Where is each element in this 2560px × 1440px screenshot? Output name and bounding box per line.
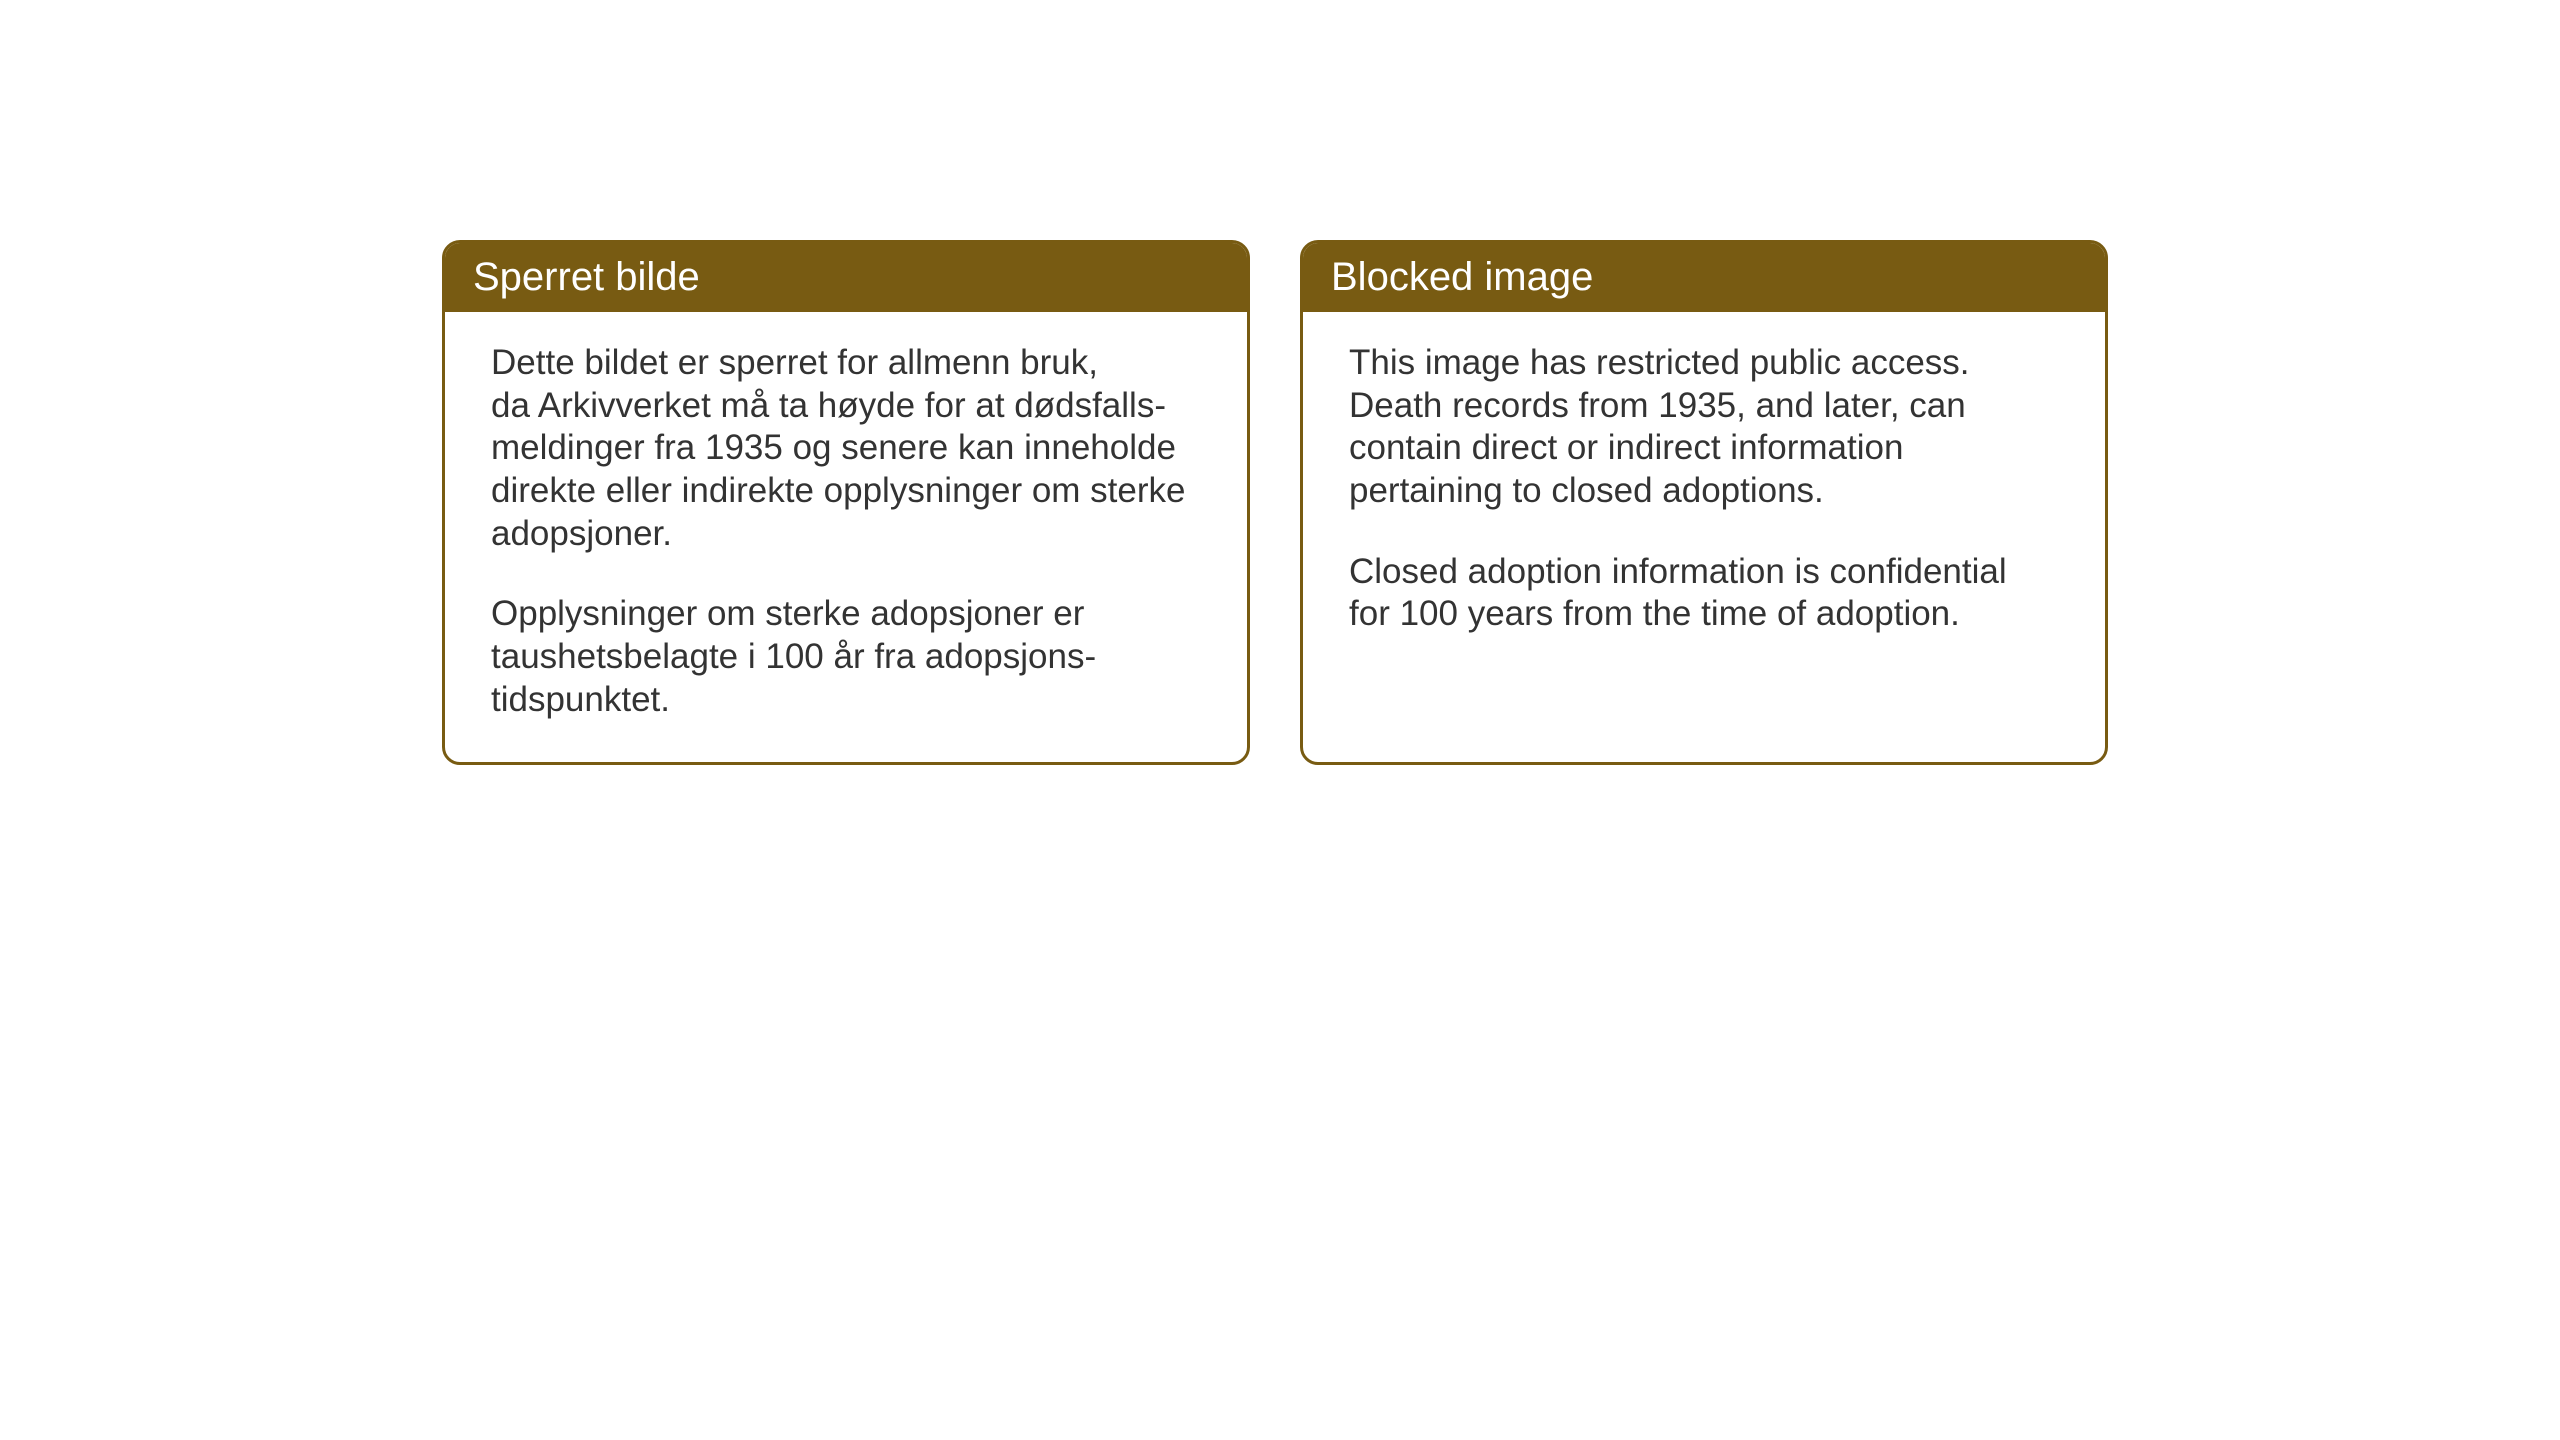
card-header-norwegian: Sperret bilde [445, 243, 1247, 312]
text-line: direkte eller indirekte opplysninger om … [491, 471, 1186, 510]
text-line: meldinger fra 1935 og senere kan innehol… [491, 428, 1176, 467]
text-line: Opplysninger om sterke adopsjoner er [491, 594, 1084, 633]
paragraph-2-english: Closed adoption information is confident… [1349, 551, 2059, 636]
text-line: tidspunktet. [491, 680, 670, 719]
text-line: taushetsbelagte i 100 år fra adopsjons- [491, 637, 1096, 676]
text-line: contain direct or indirect information [1349, 428, 1903, 467]
notice-container: Sperret bilde Dette bildet er sperret fo… [442, 240, 2108, 765]
text-line: Dette bildet er sperret for allmenn bruk… [491, 343, 1098, 382]
text-line: da Arkivverket må ta høyde for at dødsfa… [491, 386, 1166, 425]
text-line: adopsjoner. [491, 514, 672, 553]
card-title-norwegian: Sperret bilde [473, 255, 700, 299]
notice-card-norwegian: Sperret bilde Dette bildet er sperret fo… [442, 240, 1250, 765]
notice-card-english: Blocked image This image has restricted … [1300, 240, 2108, 765]
card-title-english: Blocked image [1331, 255, 1593, 299]
card-body-norwegian: Dette bildet er sperret for allmenn bruk… [445, 312, 1247, 762]
text-line: for 100 years from the time of adoption. [1349, 594, 1960, 633]
paragraph-1-norwegian: Dette bildet er sperret for allmenn bruk… [491, 342, 1201, 555]
paragraph-1-english: This image has restricted public access.… [1349, 342, 2059, 513]
text-line: pertaining to closed adoptions. [1349, 471, 1824, 510]
card-header-english: Blocked image [1303, 243, 2105, 312]
paragraph-2-norwegian: Opplysninger om sterke adopsjoner er tau… [491, 593, 1201, 721]
card-body-english: This image has restricted public access.… [1303, 312, 2105, 746]
text-line: Closed adoption information is confident… [1349, 552, 2007, 591]
text-line: This image has restricted public access. [1349, 343, 1970, 382]
text-line: Death records from 1935, and later, can [1349, 386, 1966, 425]
